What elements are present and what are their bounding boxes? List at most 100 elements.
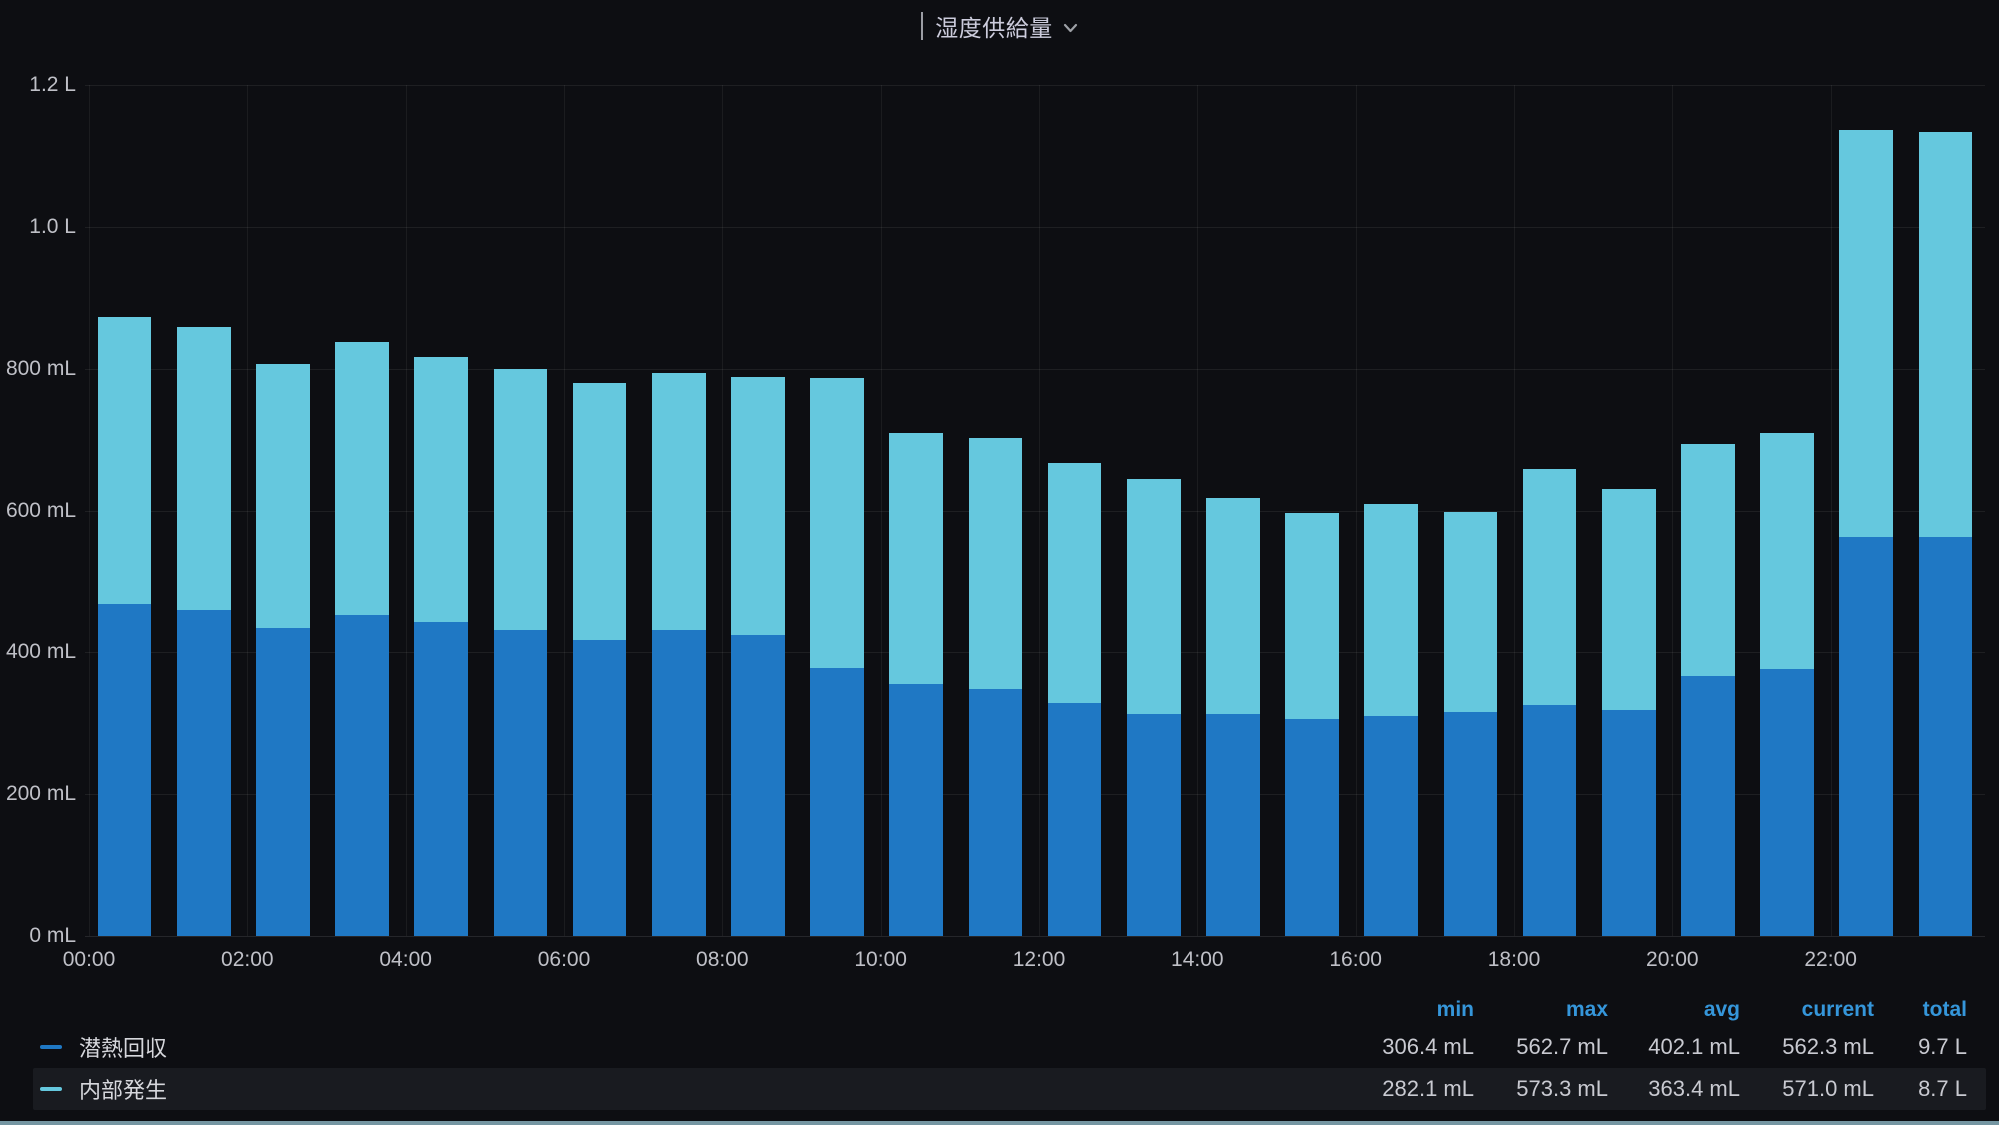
stacked-bar-segment — [97, 316, 152, 605]
stacked-bar-segment — [1839, 130, 1894, 537]
stacked-bar-segment — [1760, 669, 1814, 936]
chevron-down-icon — [1063, 23, 1077, 33]
stacked-bar-segment — [968, 438, 1023, 690]
stacked-bar-segment — [256, 628, 310, 936]
stacked-bar-segment — [1285, 719, 1339, 936]
stat-column-header: min — [1436, 998, 1474, 1021]
stacked-bar-segment — [572, 639, 627, 936]
stacked-bar-segment — [1601, 709, 1656, 936]
stacked-bar-segment — [1285, 513, 1339, 719]
stacked-bar-segment — [810, 377, 864, 668]
legend-row[interactable]: 内部発生 282.1 mL 573.3 mL 363.4 mL 571.0 mL 8.7 … — [33, 1068, 1986, 1110]
stacked-bar-segment — [1443, 711, 1498, 936]
stacked-bar-segment — [176, 609, 231, 936]
stacked-bar-segment — [1047, 463, 1102, 704]
gridline-vertical — [564, 85, 565, 936]
gridline-horizontal — [85, 226, 1985, 228]
stacked-bar-segment — [731, 634, 785, 936]
stat-column-header: max — [1565, 998, 1608, 1021]
stacked-bar-segment — [1126, 714, 1181, 936]
stacked-bar-segment — [1839, 536, 1894, 936]
stat-value: 402.1 mL — [1648, 1034, 1740, 1059]
stat-value: 562.7 mL — [1516, 1034, 1608, 1059]
stat-value: 573.3 mL — [1516, 1076, 1608, 1101]
stat-value: 282.1 mL — [1382, 1076, 1474, 1101]
stacked-bar-segment — [889, 433, 944, 685]
stat-value: 8.7 L — [1918, 1076, 1967, 1101]
stat-value: 363.4 mL — [1648, 1076, 1740, 1101]
legend-series-toggle[interactable]: 潜熱回収 — [33, 1031, 1340, 1063]
stacked-bar-segment — [1206, 497, 1260, 715]
bottom-accent-line — [0, 1121, 1999, 1125]
stat-column-header: total — [1922, 998, 1967, 1021]
y-axis-tick-label: 1.2 L — [29, 73, 76, 96]
stacked-bar-segment — [1206, 714, 1260, 936]
text-cursor — [921, 12, 924, 40]
stacked-bar-segment — [1364, 504, 1419, 717]
stacked-bar-segment — [1918, 132, 1973, 538]
plot-area — [85, 85, 1985, 937]
x-axis-tick-label: 14:00 — [1171, 948, 1224, 971]
gridline-horizontal — [85, 85, 1985, 86]
x-axis-tick-label: 16:00 — [1329, 948, 1382, 971]
panel-title-menu[interactable]: 湿度供給量 — [921, 9, 1078, 43]
legend-series-toggle[interactable]: 内部発生 — [33, 1073, 1340, 1105]
stacked-bar-segment — [1126, 478, 1181, 715]
stacked-bar-segment — [335, 615, 389, 936]
stacked-bar-segment — [572, 382, 627, 640]
gridline-vertical — [1830, 85, 1832, 936]
stacked-bar-segment — [256, 363, 310, 629]
stacked-bar-segment — [1681, 676, 1735, 936]
stacked-bar-segment — [651, 372, 706, 631]
gridline-vertical — [722, 85, 724, 936]
stacked-bar-segment — [731, 377, 785, 635]
gridline-horizontal — [85, 652, 1985, 654]
gridline-vertical — [1039, 85, 1040, 936]
stacked-bar-segment — [1364, 716, 1419, 936]
stat-value: 571.0 mL — [1782, 1076, 1874, 1101]
x-axis-tick-label: 22:00 — [1804, 948, 1857, 971]
gridline-vertical — [1355, 85, 1357, 936]
x-axis-tick-label: 20:00 — [1646, 948, 1699, 971]
series-label: 内部発生 — [79, 1078, 168, 1103]
stat-column-header: avg — [1703, 998, 1740, 1021]
x-axis-tick-label: 02:00 — [221, 948, 274, 971]
gridline-horizontal — [85, 510, 1985, 512]
gridline-vertical — [1672, 85, 1674, 936]
stacked-bar-segment — [889, 684, 944, 936]
stacked-bar-segment — [176, 326, 231, 610]
series-color-dash-icon — [40, 1087, 62, 1091]
y-axis-tick-label: 600 mL — [5, 498, 76, 522]
stacked-bar-segment — [1522, 704, 1577, 936]
stat-value: 9.7 L — [1918, 1034, 1967, 1059]
legend-row[interactable]: 潜熱回収 306.4 mL 562.7 mL 402.1 mL 562.3 mL 9.7 … — [33, 1026, 1986, 1068]
stacked-bar-segment — [1047, 703, 1102, 936]
y-axis-tick-label: 1.0 L — [29, 214, 76, 238]
stacked-bar-segment — [1443, 511, 1498, 712]
stacked-bar-segment — [651, 630, 706, 936]
x-axis-tick-label: 12:00 — [1012, 948, 1066, 971]
gridline-vertical — [880, 85, 882, 936]
panel-title: 湿度供給量 — [935, 15, 1053, 41]
x-axis-tick-label: 00:00 — [62, 948, 116, 971]
gridline-horizontal — [85, 794, 1985, 796]
gridline-horizontal — [85, 368, 1985, 370]
legend-table: min max avg current total 潜熱回収 306.4 mL 562.7 m… — [33, 994, 1986, 1110]
stacked-bar-segment — [1681, 443, 1735, 677]
y-axis-tick-label: 200 mL — [5, 782, 76, 806]
x-axis-tick-label: 04:00 — [379, 948, 432, 971]
x-axis-tick-label: 18:00 — [1487, 948, 1541, 971]
stat-value: 562.3 mL — [1782, 1034, 1874, 1059]
stat-value: 306.4 mL — [1382, 1034, 1474, 1059]
stacked-bar-segment — [414, 621, 469, 936]
y-axis-tick-label: 400 mL — [5, 640, 76, 664]
x-axis-tick-label: 06:00 — [537, 948, 591, 971]
panel-header: 湿度供給量 — [0, 0, 1999, 52]
gridline-vertical — [1197, 85, 1199, 936]
stacked-bar-segment — [493, 368, 548, 631]
stacked-bar-segment — [810, 667, 864, 936]
gridline-vertical — [405, 85, 407, 936]
y-axis-tick-label: 0 mL — [29, 924, 76, 947]
stacked-bar-segment — [414, 357, 469, 622]
